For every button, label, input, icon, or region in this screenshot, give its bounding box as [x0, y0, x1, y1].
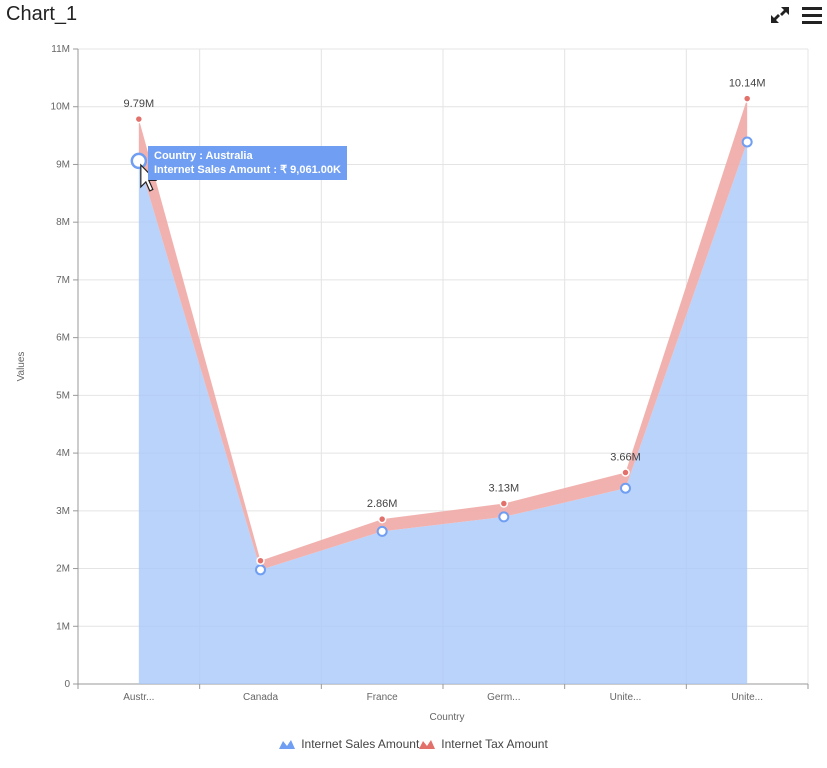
tax-point[interactable]	[499, 499, 509, 508]
legend-item-tax[interactable]: Internet Tax Amount	[419, 737, 548, 751]
legend-item-sales[interactable]: Internet Sales Amount	[279, 737, 419, 751]
y-tick-label: 6M	[56, 333, 70, 344]
x-tick-label: Canada	[243, 692, 278, 703]
hamburger-menu-icon[interactable]	[800, 4, 824, 26]
tax-point[interactable]	[134, 114, 144, 124]
chart-title: Chart_1	[6, 3, 78, 25]
y-tick-label: 5M	[56, 390, 70, 401]
tax-point[interactable]	[621, 468, 630, 477]
data-label: 3.13M	[489, 483, 520, 495]
y-tick-label: 7M	[56, 275, 70, 286]
expand-icon[interactable]	[768, 4, 792, 26]
data-label: 10.14M	[729, 78, 766, 90]
y-tick-label: 11M	[51, 44, 70, 55]
sales-point[interactable]	[498, 511, 510, 523]
x-axis-title: Country	[429, 712, 464, 723]
tax-point[interactable]	[377, 514, 387, 524]
y-tick-label: 0	[64, 679, 70, 690]
x-tick-label: Germ...	[487, 692, 520, 703]
tax-point[interactable]	[256, 556, 265, 565]
x-tick-label: Unite...	[731, 692, 763, 703]
x-tick-label: France	[367, 692, 399, 703]
sales-point[interactable]	[255, 564, 266, 576]
y-tick-label: 4M	[56, 448, 70, 459]
y-tick-label: 10M	[51, 102, 70, 113]
y-tick-label: 8M	[56, 217, 70, 228]
sales-point[interactable]	[741, 136, 753, 148]
sales-point[interactable]	[376, 525, 388, 537]
y-tick-label: 3M	[56, 506, 70, 517]
tooltip-country: Country : Australia	[154, 150, 253, 162]
data-label: 3.66M	[610, 452, 641, 464]
series-sales-area	[138, 141, 748, 685]
x-tick-label: Unite...	[610, 692, 642, 703]
tooltip-sales: Internet Sales Amount : ₹ 9,061.00K	[154, 164, 341, 176]
sales-point[interactable]	[130, 152, 148, 170]
area-chart: 0 1M 2M 3M 4M 5M 6M 7M 8M 9M 10M 11M 9.79M 2.86M 3.13M…	[16, 44, 809, 723]
y-axis-title: Values	[16, 352, 27, 382]
sales-point[interactable]	[620, 482, 631, 494]
data-label: 9.79M	[124, 98, 155, 110]
chart-tooltip: Country : Australia Internet Sales Amoun…	[148, 146, 347, 180]
legend-label-sales: Internet Sales Amount	[301, 737, 420, 751]
legend-sales-icon	[279, 740, 296, 749]
y-tick-label: 1M	[56, 621, 70, 632]
legend-tax-icon	[419, 740, 436, 749]
x-tick-label: Austr...	[123, 692, 154, 703]
y-tick-label: 2M	[56, 564, 70, 575]
y-tick-label: 9M	[56, 159, 70, 170]
chart-legend: Internet Sales Amount Internet Tax Amoun…	[0, 737, 827, 751]
tax-point[interactable]	[742, 94, 752, 103]
data-label: 2.86M	[367, 498, 398, 510]
legend-label-tax: Internet Tax Amount	[441, 737, 548, 751]
